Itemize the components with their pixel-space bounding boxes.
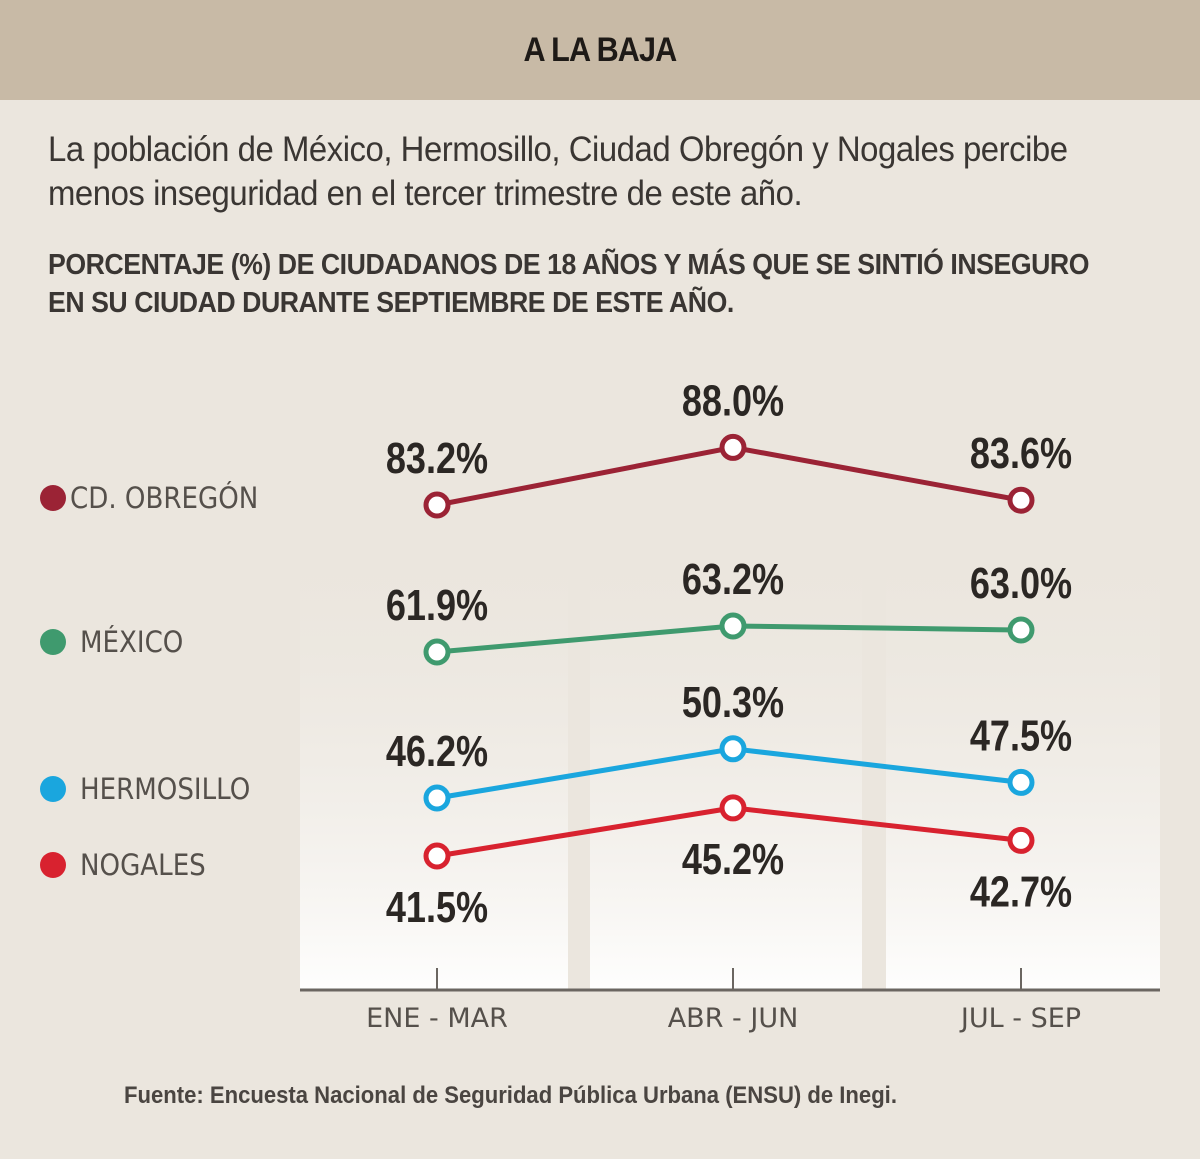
data-point <box>719 433 747 461</box>
series-m-xico: 61.9% 63.2% 63.0% <box>386 555 1072 666</box>
data-label: 42.7% <box>970 867 1072 916</box>
legend-dot-icon <box>40 485 66 511</box>
legend-label: HERMOSILLO <box>80 772 251 806</box>
data-point <box>423 491 451 519</box>
legend-item: NOGALES <box>40 848 220 882</box>
x-tick-label: ABR - JUN <box>668 1003 799 1034</box>
data-label: 41.5% <box>386 883 488 932</box>
data-point <box>423 842 451 870</box>
data-label: 61.9% <box>386 581 488 630</box>
legend-dot-icon <box>40 852 66 878</box>
data-point <box>719 735 747 763</box>
data-label: 63.0% <box>970 559 1072 608</box>
x-tick-label: ENE - MAR <box>366 1003 508 1034</box>
data-point <box>719 612 747 640</box>
data-label: 50.3% <box>682 677 784 726</box>
column-panel-1 <box>300 520 568 990</box>
legend-dot-icon <box>40 776 66 802</box>
series-hermosillo: 46.2% 50.3% 47.5% <box>386 677 1072 812</box>
legend-label: NOGALES <box>80 848 206 882</box>
data-label: 46.2% <box>386 727 488 776</box>
intro-text: La población de México, Hermosillo, Ciud… <box>48 130 1068 213</box>
column-panel-3 <box>886 520 1160 990</box>
legend-item: CD. OBREGÓN <box>40 481 279 515</box>
data-label: 47.5% <box>970 711 1072 760</box>
legend-label: CD. OBREGÓN <box>70 481 259 515</box>
data-point <box>1007 768 1035 796</box>
data-point <box>1007 826 1035 854</box>
data-point <box>423 638 451 666</box>
chart-subtitle: PORCENTAJE (%) DE CIUDADANOS DE 18 AÑOS … <box>48 249 1090 319</box>
data-point <box>719 794 747 822</box>
data-label: 63.2% <box>682 555 784 604</box>
data-point <box>423 784 451 812</box>
legend-item: MÉXICO <box>40 625 195 659</box>
data-label: 83.6% <box>970 429 1072 478</box>
data-label: 45.2% <box>682 835 784 884</box>
series-cd-obreg-n: 83.2% 88.0% 83.6% <box>386 376 1072 519</box>
data-label: 83.2% <box>386 434 488 483</box>
data-label: 88.0% <box>682 376 784 425</box>
legend-item: HERMOSILLO <box>40 772 269 806</box>
header-bar: A LA BAJA <box>0 0 1200 100</box>
series-nogales: 41.5% 45.2% 42.7% <box>386 794 1072 932</box>
source-note: Fuente: Encuesta Nacional de Seguridad P… <box>124 1082 897 1109</box>
data-point <box>1007 486 1035 514</box>
legend-dot-icon <box>40 629 66 655</box>
legend-label: MÉXICO <box>80 625 184 659</box>
x-tick-label: JUL - SEP <box>959 1003 1081 1034</box>
chart-title: A LA BAJA <box>523 30 678 69</box>
data-point <box>1007 616 1035 644</box>
